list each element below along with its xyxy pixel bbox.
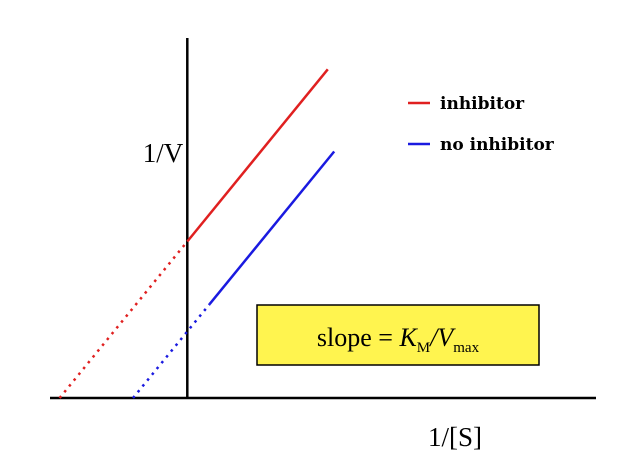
slope-annotation-box bbox=[256, 304, 540, 366]
slope-text-slash: / bbox=[428, 323, 440, 352]
slope-annotation-text: slope = KM/Vmax bbox=[317, 323, 480, 356]
slope-annotation: slope = KM/Vmax bbox=[256, 304, 540, 366]
slope-text-k: K bbox=[398, 323, 418, 352]
series-inhibitor-extrapolated-line bbox=[58, 240, 189, 399]
series-inhibitor-measured-line bbox=[186, 68, 329, 243]
series-no-inhibitor-extrapolated-line bbox=[132, 303, 211, 399]
x-axis-label: 1/[S] bbox=[428, 422, 482, 452]
legend: inhibitor no inhibitor bbox=[408, 94, 555, 155]
series-no-inhibitor-measured-line bbox=[208, 150, 336, 305]
axes bbox=[50, 38, 596, 400]
y-axis-label: 1/V bbox=[143, 138, 184, 168]
slope-text-prefix: slope = bbox=[317, 323, 400, 352]
series-layer bbox=[58, 68, 336, 399]
slope-text-v-sub: max bbox=[453, 340, 479, 356]
legend-label-no-inhibitor: no inhibitor bbox=[440, 135, 555, 155]
slope-text-k-sub: M bbox=[417, 340, 430, 356]
legend-label-inhibitor: inhibitor bbox=[440, 94, 525, 114]
slope-text-v: V bbox=[437, 323, 456, 352]
